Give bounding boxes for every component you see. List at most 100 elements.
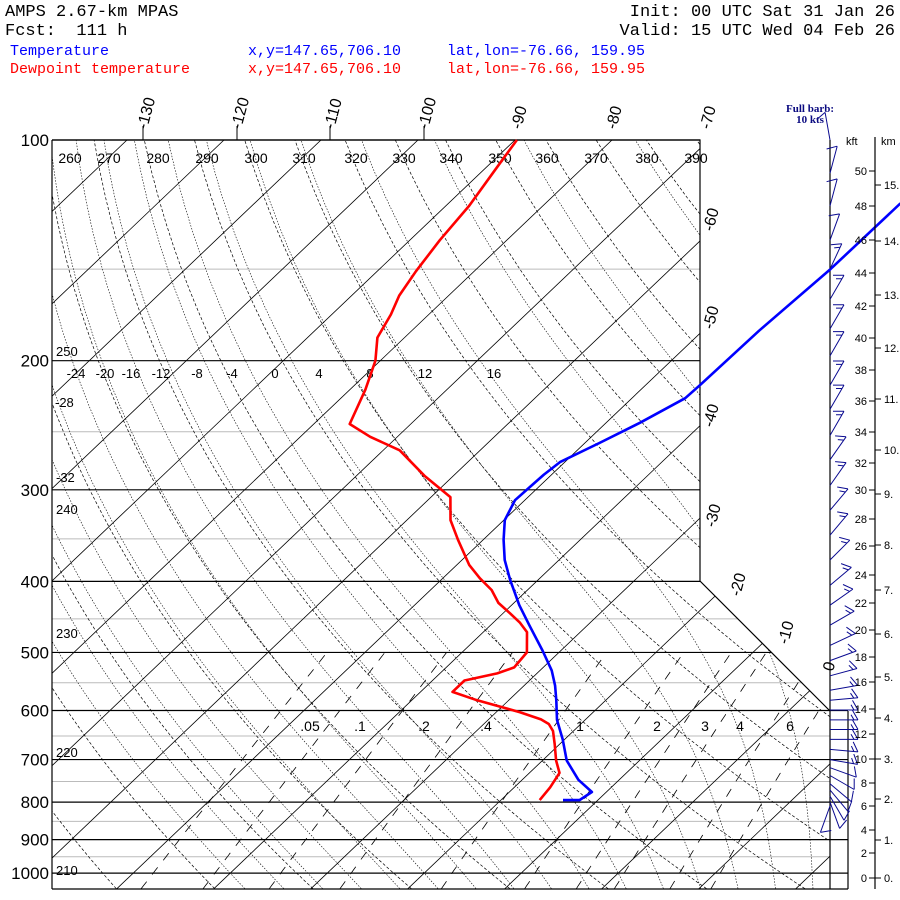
km-tick-label: 5. (884, 672, 893, 684)
dry-adiabat-label: 390 (684, 150, 708, 166)
dry-adiabat-label: 330 (392, 150, 416, 166)
mixing-ratio-label: 4 (736, 718, 744, 734)
dry-adiabat-line (0, 140, 18, 889)
isotherm-line (52, 140, 613, 889)
dry-adiabat-label: 260 (58, 150, 82, 166)
kft-tick-label: 10 (855, 754, 867, 766)
moist-adiabat-label: -20 (96, 366, 115, 381)
km-tick-label: 4. (884, 713, 893, 725)
moist-adiabat-label: 4 (315, 366, 322, 381)
km-tick-label: 14. (884, 236, 899, 248)
pressure-label: 200 (21, 352, 49, 371)
moist-adiabat-label: 12 (418, 366, 432, 381)
dry-adiabat-label: 360 (535, 150, 559, 166)
wind-barbs (816, 112, 859, 833)
dry-adiabat-line (445, 140, 830, 889)
moist-adiabat-label: -24 (67, 366, 86, 381)
kft-tick-label: 44 (855, 268, 867, 280)
moist-adiabat-line (52, 140, 323, 889)
legend-temperature-label: Temperature (10, 43, 110, 60)
mixing-ratio-line (202, 652, 386, 889)
dry-adiabat-label: 380 (635, 150, 659, 166)
wind-barb (829, 536, 851, 561)
kft-tick-label: 34 (855, 427, 867, 439)
isotherm-line (601, 140, 830, 889)
dry-adiabat-label: 300 (244, 150, 268, 166)
isotherm-line (52, 140, 322, 889)
wind-barb (816, 112, 831, 141)
pressure-label: 300 (21, 481, 49, 500)
moist-adiabat-label: -12 (152, 366, 171, 381)
moist-adiabat-line (52, 140, 285, 889)
barb-note-line1: Full barb: (786, 103, 834, 115)
kft-tick-label: 42 (855, 301, 867, 313)
km-tick-label: 15. (884, 180, 899, 192)
mixing-ratio-label: 3 (701, 718, 709, 734)
kft-tick-label: 46 (855, 235, 867, 247)
wind-barb (829, 304, 845, 330)
moist-adiabat-line (52, 140, 362, 889)
km-axis-label: km (881, 136, 896, 148)
legend-dewpoint-latlon: lat,lon=-76.66, 159.95 (447, 61, 646, 78)
isotherm-line (504, 140, 830, 889)
barb-note: Full barb: 10 kts (772, 104, 848, 126)
mixing-ratio-label: .1 (354, 718, 366, 734)
isotherm-label-top: -90 (508, 104, 530, 131)
isotherm-line (52, 140, 710, 889)
kft-tick-label: 6 (861, 801, 867, 813)
wind-barb (829, 435, 847, 461)
pressure-label: 700 (21, 751, 49, 770)
isotherm-line (52, 140, 807, 889)
kft-tick-label: 32 (855, 458, 867, 470)
mixing-ratio-line (576, 652, 732, 889)
wind-barb (829, 563, 852, 586)
wind-barb (829, 511, 849, 536)
dry-adiabat-label: 280 (146, 150, 170, 166)
mixing-ratio-line (339, 652, 513, 889)
dry-adiabat-line (143, 140, 707, 889)
wind-barb (829, 360, 845, 386)
mixing-ratio-line (524, 652, 684, 889)
wind-barb (829, 741, 859, 753)
pressure-label: 800 (21, 793, 49, 812)
mixing-ratio-line (710, 652, 830, 889)
legend-dewpoint-label: Dewpoint temperature (10, 61, 191, 78)
mixing-ratio-line (669, 652, 818, 889)
pressure-label: 400 (21, 572, 49, 591)
dry-adiabat-line (52, 140, 314, 889)
wind-barb (829, 410, 845, 436)
legend-dewpoint-xy: x,y=147.65,706.10 (248, 61, 402, 78)
moist-adiabat-line (434, 140, 814, 889)
moist-adiabat-label-left: -28 (55, 395, 74, 410)
dry-adiabat-label-left: 230 (56, 626, 78, 641)
isotherm-label-top: -100 (415, 96, 440, 131)
dry-adiabat-line (52, 140, 412, 889)
wind-barb (829, 331, 845, 357)
wind-barb (829, 660, 858, 677)
kft-tick-label: 38 (855, 365, 867, 377)
mixing-ratio-line (140, 652, 328, 889)
isotherm-label-top: -80 (603, 104, 625, 131)
wind-barb (829, 789, 853, 812)
km-tick-label: 9. (884, 489, 893, 501)
dry-adiabat-line (52, 140, 215, 889)
dry-adiabat-line (93, 140, 609, 889)
mixing-ratio-line (268, 652, 447, 889)
kft-tick-label: 30 (855, 485, 867, 497)
pressure-label: 500 (21, 643, 49, 662)
mixing-ratio-label: .2 (418, 718, 430, 734)
km-tick-label: 1. (884, 835, 893, 847)
wind-barb (829, 626, 856, 646)
kft-axis-label: kft (846, 136, 858, 148)
wind-barb (826, 145, 838, 174)
km-tick-label: 3. (884, 754, 893, 766)
forecast-hour: Fcst: 111 h (5, 22, 128, 41)
isotherm-line (52, 140, 516, 889)
wind-barb (829, 643, 857, 662)
pressure-label: 900 (21, 831, 49, 850)
wind-barb (829, 795, 850, 821)
kft-tick-label: 36 (855, 396, 867, 408)
wind-barb (829, 775, 855, 790)
wind-barb (830, 729, 859, 740)
